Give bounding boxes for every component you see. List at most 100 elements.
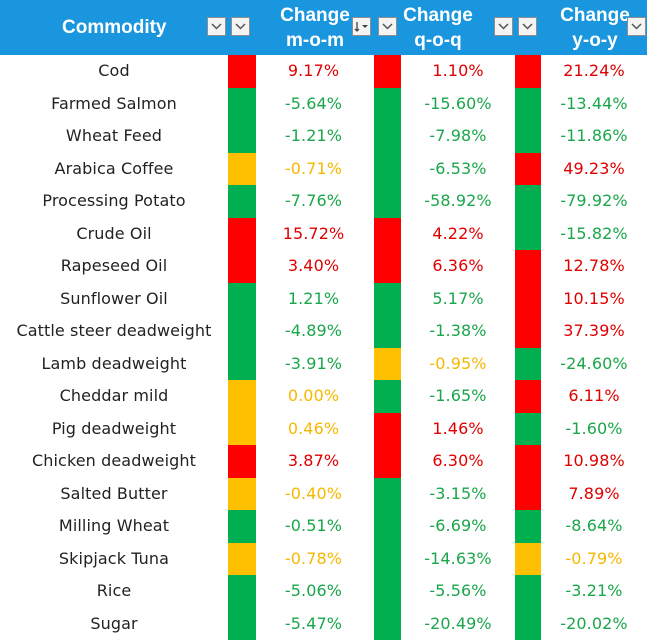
change-mom-value: -5.64% [284,93,343,113]
change-yoy-value: 6.11% [568,386,620,405]
status-swatch-yoy [515,510,541,543]
table-row: Sugar -5.47% -20.49% -20.02% [0,607,647,640]
status-swatch-yoy [515,120,541,153]
header-yoy-line2: y-o-y [572,30,618,51]
filter-button-yoy[interactable] [627,17,646,36]
status-swatch-yoy [515,87,541,120]
status-swatch-qoq [374,445,401,478]
status-swatch-mom [228,152,256,185]
status-swatch-yoy [515,152,541,185]
status-swatch-yoy [515,380,541,413]
filter-button-commodity-1[interactable] [207,17,226,36]
table-header: Commodity Change m-o-m Change q-o-q Chan… [0,0,647,55]
commodity-name: Cod [98,61,130,80]
change-mom-value: -5.06% [284,581,343,600]
change-yoy-value: -15.82% [560,223,628,243]
change-mom-value: 1.21% [287,288,340,308]
status-swatch-mom [228,55,256,88]
header-yoy-line1: Change [560,5,630,26]
status-swatch-qoq [374,542,401,575]
change-qoq-value: 4.22% [432,223,484,243]
commodity-name: Rice [96,581,132,600]
commodity-name: Rapeseed Oil [60,256,168,275]
header-qoq-line2: q-o-q [414,30,462,51]
change-yoy-value: -8.64% [565,516,623,535]
commodity-name: Skipjack Tuna [58,548,170,568]
status-swatch-qoq [374,575,401,608]
status-swatch-qoq [374,87,401,120]
header-qoq: Change q-o-q [400,3,476,53]
filter-button-qoq-1[interactable] [494,17,513,36]
header-commodity: Commodity [62,17,167,38]
status-swatch-yoy [515,250,541,283]
change-qoq-value: -1.38% [429,321,487,340]
change-yoy-value: 7.89% [568,483,620,503]
chevron-down-icon [235,23,246,30]
status-swatch-yoy [515,445,541,478]
chevron-down-icon [382,23,393,30]
sort-filter-button-mom[interactable] [352,17,371,36]
status-swatch-qoq [374,250,401,283]
status-swatch-mom [228,477,256,510]
change-mom-value: -0.51% [284,516,343,535]
status-swatch-mom [228,87,256,120]
status-swatch-qoq [374,510,401,543]
status-swatch-yoy [515,315,541,348]
commodity-name: Cheddar mild [59,386,169,405]
table-row: Rapeseed Oil 3.40% 6.36% 12.78% [0,250,647,283]
change-qoq-value: -6.53% [429,158,487,178]
commodity-name: Lamb deadweight [41,353,187,373]
change-yoy-value: 49.23% [563,158,625,178]
change-yoy-value: 37.39% [563,321,625,340]
change-qoq-value: -6.69% [429,516,487,535]
commodity-name: Salted Butter [60,483,168,503]
sort-descending-icon [354,22,368,32]
status-swatch-qoq [374,217,401,250]
change-mom-value: -0.40% [284,483,343,503]
change-yoy-value: 21.24% [563,61,625,80]
commodity-name: Pig deadweight [51,418,177,438]
change-mom-value: 3.87% [287,451,340,470]
change-mom-value: -1.21% [284,126,343,145]
status-swatch-yoy [515,477,541,510]
status-swatch-yoy [515,347,541,380]
status-swatch-qoq [374,347,401,380]
change-qoq-value: -58.92% [424,191,492,210]
table-row: Wheat Feed -1.21% -7.98% -11.86% [0,120,647,153]
header-mom: Change m-o-m [278,3,352,53]
table-row: Lamb deadweight -3.91% -0.95% -24.60% [0,347,647,380]
status-swatch-qoq [374,185,401,218]
table-row: Chicken deadweight 3.87% 6.30% 10.98% [0,445,647,478]
commodity-name: Arabica Coffee [54,158,174,178]
table-row: Sunflower Oil 1.21% 5.17% 10.15% [0,282,647,315]
filter-button-qoq-2[interactable] [518,17,537,36]
status-swatch-mom [228,282,256,315]
status-swatch-yoy [515,217,541,250]
commodity-name: Sunflower Oil [60,288,168,308]
change-qoq-value: 1.10% [432,61,484,80]
status-swatch-yoy [515,607,541,640]
chevron-down-icon [211,23,222,30]
change-yoy-value: 10.15% [563,288,625,308]
filter-button-mom[interactable] [378,17,397,36]
status-swatch-qoq [374,120,401,153]
change-yoy-value: 10.98% [563,451,625,470]
change-yoy-value: -79.92% [560,191,628,210]
change-mom-value: 0.00% [287,386,340,405]
status-swatch-mom [228,607,256,640]
change-qoq-value: -0.95% [429,353,487,373]
header-mom-line2: m-o-m [285,30,345,51]
status-swatch-mom [228,250,256,283]
filter-button-commodity-2[interactable] [231,17,250,36]
status-swatch-mom [228,380,256,413]
change-yoy-value: 12.78% [563,256,625,275]
status-swatch-yoy [515,412,541,445]
change-qoq-value: 1.46% [432,418,484,438]
change-qoq-value: 5.17% [432,288,484,308]
header-qoq-line1: Change [403,5,473,26]
commodity-name: Crude Oil [76,223,152,243]
status-swatch-mom [228,217,256,250]
change-mom-value: -0.71% [284,158,343,178]
status-swatch-qoq [374,412,401,445]
